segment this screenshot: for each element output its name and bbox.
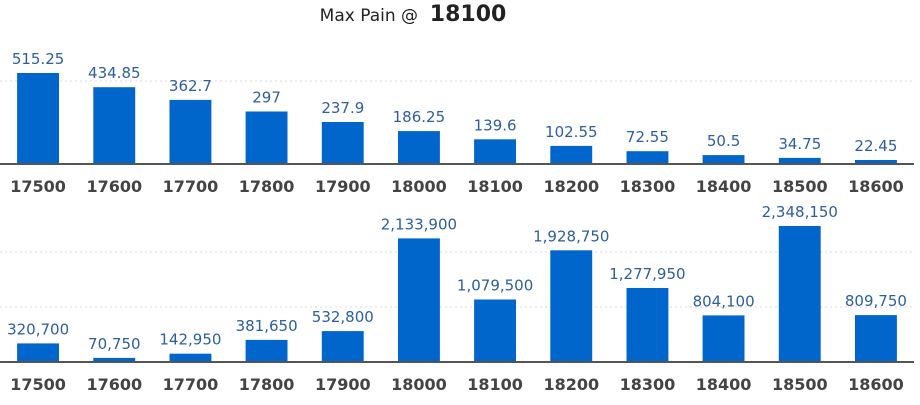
x-tick-label-0-17800: 17800 xyxy=(239,177,295,196)
bar-1-18500[interactable] xyxy=(778,226,821,362)
x-tick-label-0-18200: 18200 xyxy=(543,177,599,196)
x-tick-label-1-18000: 18000 xyxy=(391,375,447,394)
x-tick-label-0-17500: 17500 xyxy=(10,177,66,196)
x-tick-label-0-18300: 18300 xyxy=(620,177,676,196)
bar-1-17600[interactable] xyxy=(93,357,136,362)
x-tick-label-1-17800: 17800 xyxy=(239,375,295,394)
bar-1-18100[interactable] xyxy=(474,299,516,363)
title-prefix: Max Pain @ xyxy=(319,6,419,26)
data-label-1-18600: 809,750 xyxy=(845,292,907,310)
bar-1-17800[interactable] xyxy=(245,339,288,362)
x-tick-label-1-18100: 18100 xyxy=(467,375,523,394)
data-label-0-17600: 434.85 xyxy=(88,64,141,82)
bar-0-18100[interactable] xyxy=(474,139,516,164)
bar-0-18200[interactable] xyxy=(550,145,593,164)
data-label-1-18500: 2,348,150 xyxy=(762,203,838,221)
data-label-0-18400: 50.5 xyxy=(707,132,740,150)
x-tick-label-0-18000: 18000 xyxy=(391,177,447,196)
bar-1-18400[interactable] xyxy=(702,315,745,362)
max-pain-strike: 18100 xyxy=(429,2,507,27)
data-label-1-18100: 1,079,500 xyxy=(457,277,533,295)
bar-0-17700[interactable] xyxy=(169,99,212,164)
data-label-1-17800: 381,650 xyxy=(236,317,298,335)
bar-1-18300[interactable] xyxy=(626,288,669,362)
data-label-0-17500: 515.25 xyxy=(12,50,65,68)
data-label-1-18000: 2,133,900 xyxy=(381,215,457,233)
x-tick-label-0-17900: 17900 xyxy=(315,177,371,196)
bar-0-17500[interactable] xyxy=(17,73,60,164)
data-label-1-17500: 320,700 xyxy=(7,320,69,338)
chart-title: Max Pain @ 18100 xyxy=(0,0,826,30)
x-tick-label-1-18400: 18400 xyxy=(696,375,752,394)
bar-0-18400[interactable] xyxy=(702,155,745,164)
x-tick-label-1-17600: 17600 xyxy=(86,375,142,394)
bar-1-17500[interactable] xyxy=(17,343,60,362)
x-tick-label-0-18100: 18100 xyxy=(467,177,523,196)
data-label-0-18100: 139.6 xyxy=(474,116,517,134)
bar-0-17800[interactable] xyxy=(245,111,288,165)
data-label-0-17800: 297 xyxy=(252,89,281,107)
bar-0-18500[interactable] xyxy=(778,157,821,164)
bar-1-17700[interactable] xyxy=(169,353,212,362)
x-tick-label-0-18400: 18400 xyxy=(696,177,752,196)
data-label-1-17600: 70,750 xyxy=(88,335,141,353)
data-label-0-18200: 102.55 xyxy=(545,123,598,141)
x-tick-label-1-18500: 18500 xyxy=(772,375,828,394)
x-tick-label-1-18200: 18200 xyxy=(543,375,599,394)
data-label-0-18500: 34.75 xyxy=(778,135,821,153)
data-label-1-18300: 1,277,950 xyxy=(609,265,685,283)
bar-0-17600[interactable] xyxy=(93,87,136,164)
data-label-0-18300: 72.55 xyxy=(626,128,669,146)
data-label-1-17700: 142,950 xyxy=(159,331,221,349)
bar-0-17900[interactable] xyxy=(321,122,364,164)
data-label-1-18400: 804,100 xyxy=(693,292,755,310)
data-label-0-18000: 186.25 xyxy=(393,108,446,126)
bar-0-18000[interactable] xyxy=(398,131,440,164)
x-tick-label-1-18300: 18300 xyxy=(620,375,676,394)
bar-1-18000[interactable] xyxy=(398,238,440,362)
x-tick-label-0-17600: 17600 xyxy=(86,177,142,196)
x-tick-label-0-17700: 17700 xyxy=(163,177,219,196)
bar-1-18600[interactable] xyxy=(855,315,897,362)
data-label-0-17700: 362.7 xyxy=(169,77,212,95)
data-label-0-17900: 237.9 xyxy=(321,99,364,117)
data-label-1-17900: 532,800 xyxy=(312,308,374,326)
x-tick-label-0-18600: 18600 xyxy=(848,177,904,196)
bar-0-18600[interactable] xyxy=(855,160,897,164)
data-label-0-18600: 22.45 xyxy=(854,137,897,155)
bar-1-18200[interactable] xyxy=(550,250,593,362)
x-tick-label-1-18600: 18600 xyxy=(848,375,904,394)
bar-1-17900[interactable] xyxy=(321,331,364,362)
x-tick-label-0-18500: 18500 xyxy=(772,177,828,196)
x-tick-label-1-17700: 17700 xyxy=(163,375,219,394)
data-label-1-18200: 1,928,750 xyxy=(533,227,609,245)
bar-0-18300[interactable] xyxy=(626,151,669,164)
x-tick-label-1-17500: 17500 xyxy=(10,375,66,394)
x-tick-label-1-17900: 17900 xyxy=(315,375,371,394)
